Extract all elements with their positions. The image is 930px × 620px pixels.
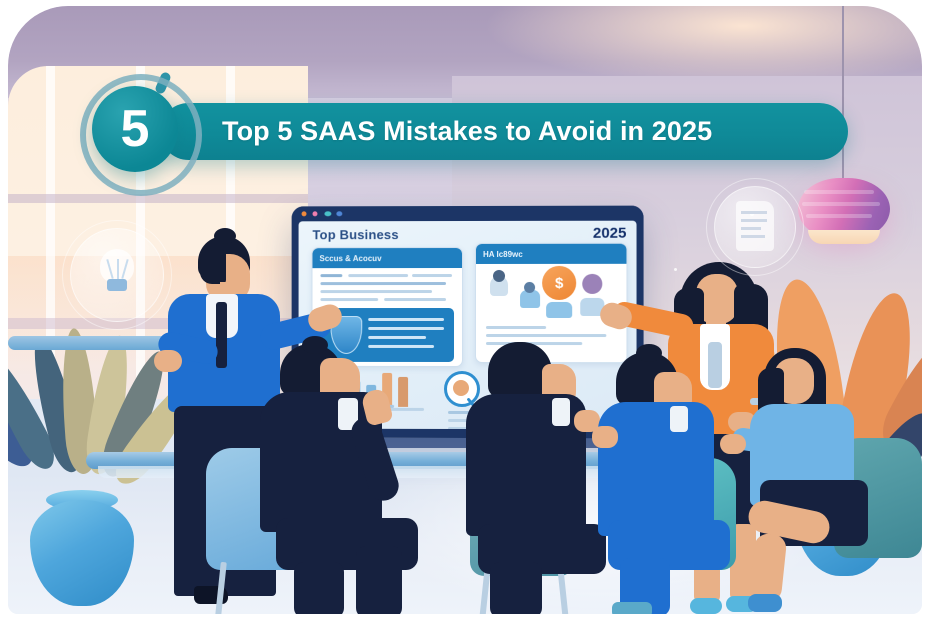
window-mullion xyxy=(8,194,308,203)
badge-ring xyxy=(80,74,202,196)
shoe xyxy=(748,594,782,612)
window-mullion xyxy=(8,318,308,329)
bar xyxy=(398,376,409,407)
coin-icon: $ xyxy=(542,265,577,300)
pendant-lamp xyxy=(798,178,890,240)
hand xyxy=(574,410,600,432)
sparkle xyxy=(674,268,677,271)
hair xyxy=(488,342,552,398)
scarf xyxy=(708,342,722,388)
window-dot-pink xyxy=(312,211,318,217)
number-badge: 5 xyxy=(92,86,178,172)
leg xyxy=(490,562,542,614)
window-mullion xyxy=(46,66,55,486)
screen-card-right: HA Ic89wc $ xyxy=(475,242,628,364)
screen-year: 2025 xyxy=(592,224,627,242)
bubble-ring xyxy=(62,220,172,330)
badge-number: 5 xyxy=(120,100,150,158)
person-icon xyxy=(546,301,573,318)
window-dot-orange xyxy=(301,211,307,217)
screen-title-bar xyxy=(291,205,644,222)
shoe xyxy=(612,602,652,614)
leg xyxy=(294,562,344,614)
hand xyxy=(728,412,756,432)
tie xyxy=(216,302,227,368)
meeting-room-scene: Top Business 2025 Sccus & Acocuv xyxy=(8,6,922,614)
person-icon-head xyxy=(493,269,506,282)
window-dot-teal xyxy=(324,211,332,217)
vase xyxy=(30,500,134,606)
hand xyxy=(720,434,746,454)
collar xyxy=(670,406,688,432)
pendant-lamp-glow xyxy=(808,230,880,244)
window-dot-blue xyxy=(336,211,343,217)
lamp-cord xyxy=(842,6,844,182)
person-icon-head xyxy=(524,281,536,293)
card-right-heading: HA Ic89wc xyxy=(476,243,627,264)
person-icon-head xyxy=(582,273,603,294)
hand xyxy=(154,350,182,372)
shoe xyxy=(690,598,722,614)
bubble-ring xyxy=(706,178,804,276)
banner-title: Top 5 SAAS Mistakes to Avoid in 2025 xyxy=(222,116,713,146)
collar xyxy=(338,398,358,430)
collar xyxy=(552,398,570,426)
card-left-heading: Sccus & Acocuv xyxy=(312,248,463,269)
hand xyxy=(592,426,618,448)
screen-heading: Top Business xyxy=(312,227,399,243)
leg xyxy=(356,546,402,614)
suit xyxy=(598,402,714,536)
title-banner: Top 5 SAAS Mistakes to Avoid in 2025 xyxy=(160,103,848,160)
